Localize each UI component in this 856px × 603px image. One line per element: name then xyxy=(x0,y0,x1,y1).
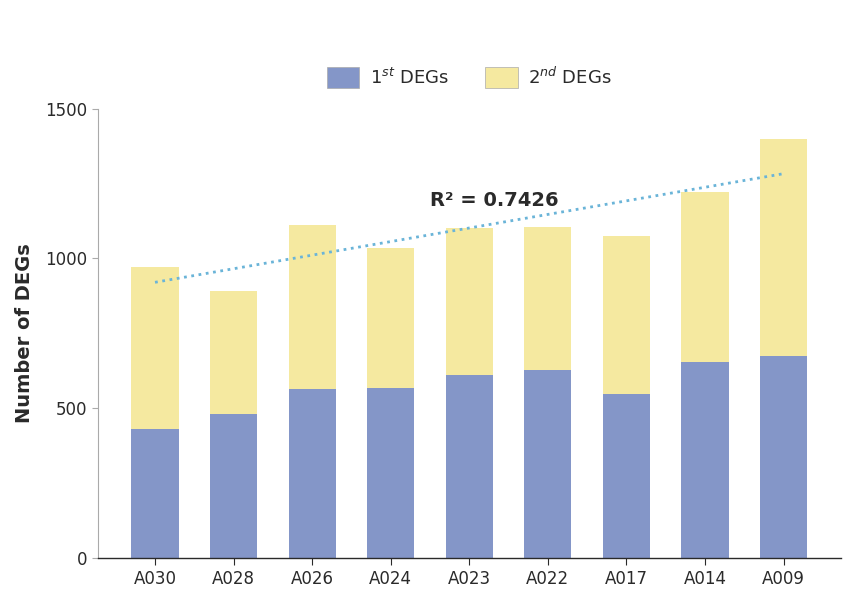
Bar xyxy=(446,227,493,375)
Bar xyxy=(525,227,572,370)
Bar xyxy=(132,429,179,558)
Bar xyxy=(525,370,572,558)
Bar xyxy=(367,388,414,558)
Bar xyxy=(210,291,257,414)
Bar xyxy=(681,192,728,362)
Bar xyxy=(446,375,493,558)
Bar xyxy=(288,390,336,558)
Bar xyxy=(760,139,807,356)
Bar xyxy=(132,267,179,429)
Bar xyxy=(367,248,414,388)
Bar xyxy=(210,414,257,558)
Bar xyxy=(760,356,807,558)
Bar xyxy=(288,225,336,390)
Legend: 1$^{st}$ DEGs, 2$^{nd}$ DEGs: 1$^{st}$ DEGs, 2$^{nd}$ DEGs xyxy=(319,59,619,95)
Bar xyxy=(681,362,728,558)
Bar xyxy=(603,236,650,394)
Bar xyxy=(603,394,650,558)
Y-axis label: Number of DEGs: Number of DEGs xyxy=(15,244,34,423)
Text: R² = 0.7426: R² = 0.7426 xyxy=(430,191,559,210)
